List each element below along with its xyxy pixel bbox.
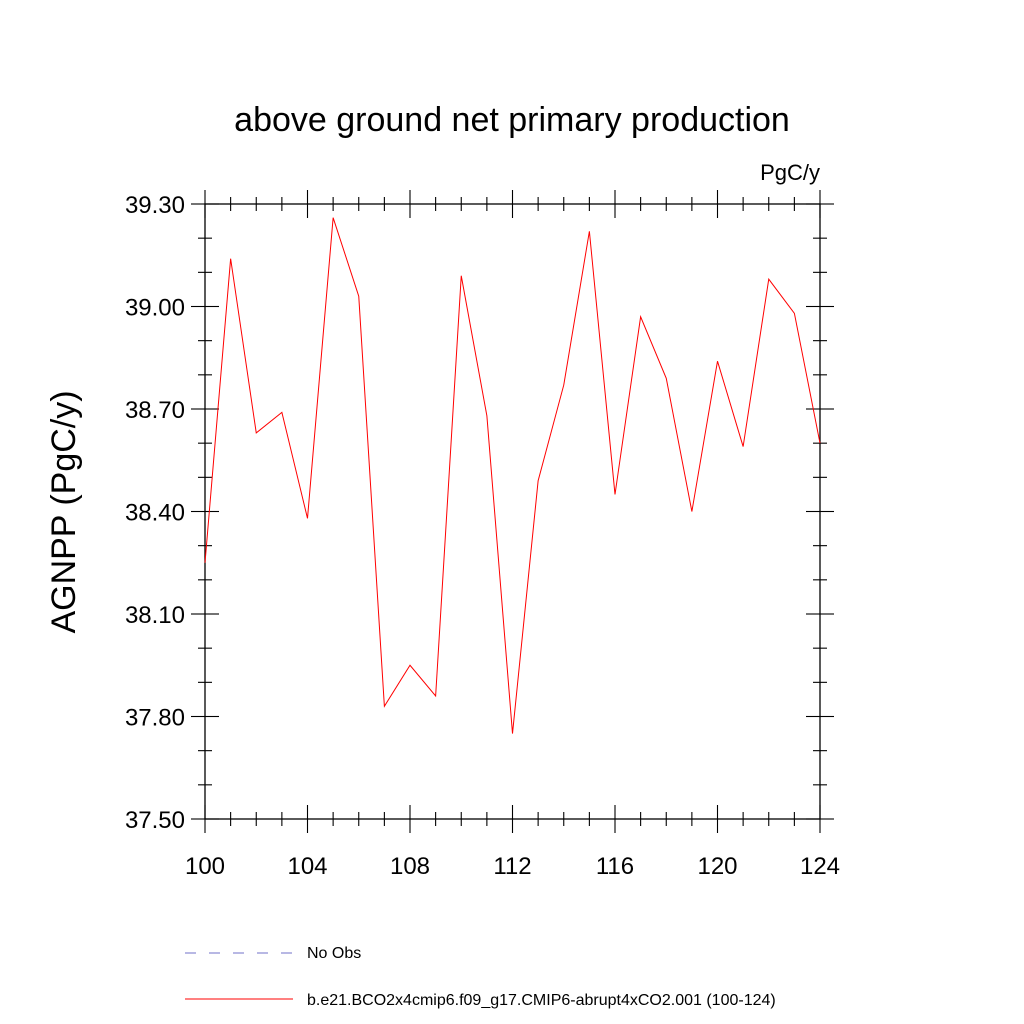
legend-label-no-obs: No Obs	[307, 945, 361, 962]
series-line-0	[204, 217, 821, 734]
x-tick-label: 120	[697, 853, 737, 880]
y-axis-ticks: 37.50 37.80 38.10 38.40 38.70 39.00 39.30	[125, 192, 834, 834]
y-tick-label: 39.00	[125, 295, 185, 322]
x-tick-label: 112	[493, 853, 531, 880]
x-tick-label: 108	[390, 853, 430, 880]
data-series	[204, 217, 821, 734]
y-axis-label: AGNPP (PgC/y)	[45, 390, 83, 633]
y-tick-label: 38.70	[125, 397, 185, 424]
y-tick-label: 38.10	[125, 602, 185, 629]
x-tick-label: 100	[185, 853, 225, 880]
y-tick-label: 38.40	[125, 500, 185, 527]
x-tick-label: 104	[287, 853, 327, 880]
legend: No Obs b.e21.BCO2x4cmip6.f09_g17.CMIP6-a…	[185, 945, 776, 1009]
plot-frame	[204, 203, 821, 820]
legend-label-model-run: b.e21.BCO2x4cmip6.f09_g17.CMIP6-abrupt4x…	[307, 992, 776, 1009]
y-tick-label: 39.30	[125, 192, 185, 219]
x-tick-label: 116	[596, 853, 634, 880]
x-tick-label: 124	[800, 853, 840, 880]
x-axis-ticks: 100 104 108 112 116 120 124	[185, 190, 840, 880]
units-label: PgC/y	[760, 160, 820, 185]
y-tick-label: 37.80	[125, 705, 185, 732]
chart-title: above ground net primary production	[234, 101, 790, 139]
y-tick-label: 37.50	[125, 807, 185, 834]
